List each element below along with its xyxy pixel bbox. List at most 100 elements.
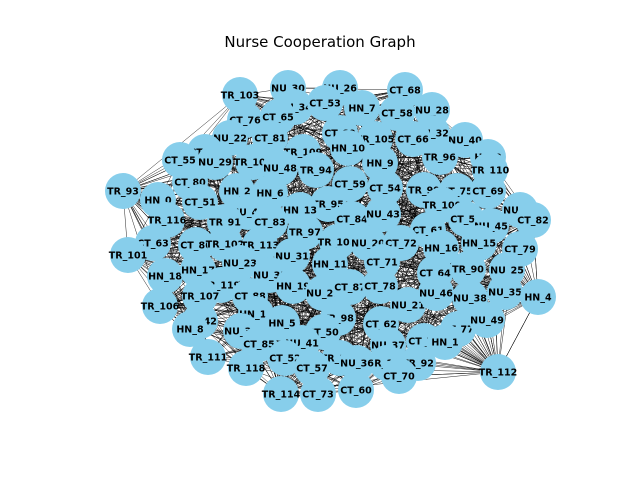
node-label: HN_5 [268, 319, 295, 330]
node-circle [197, 144, 233, 180]
node-label: HN_16 [424, 244, 458, 255]
node-label: CT_76 [229, 116, 261, 127]
node-circle [235, 144, 271, 180]
node-circle [307, 85, 343, 121]
node-label: TR_108 [234, 158, 273, 169]
node-circle [379, 95, 415, 131]
graph-node: HN_8 [172, 311, 208, 347]
node-label: CT_73 [302, 390, 333, 401]
node-circle [110, 237, 146, 273]
node-label: NU_29 [198, 158, 232, 169]
node-label: TR_91 [209, 218, 241, 229]
node-label: HN_18 [148, 272, 182, 283]
node-label: HN_1 [431, 338, 458, 349]
node-label: HN_10 [331, 144, 365, 155]
node-label: TR_105 [356, 135, 394, 146]
node-circle [470, 173, 506, 209]
node-label: NU_46 [419, 289, 453, 300]
node-circle [469, 302, 505, 338]
node-circle [182, 278, 218, 314]
node-label: TR_103 [221, 91, 259, 102]
graph-node: CT_51 [182, 184, 218, 220]
graph-node: CT_66 [395, 121, 431, 157]
node-label: TR_98 [322, 314, 354, 325]
node-circle [263, 376, 299, 412]
node-label: CT_79 [504, 245, 535, 256]
node-circle [267, 340, 303, 376]
node-label: CT_54 [369, 184, 401, 195]
node-label: TR_113 [241, 241, 279, 252]
graph-node: TR_114 [262, 376, 301, 412]
graph-node: HN_7 [344, 90, 380, 126]
graph-node: CT_52 [267, 340, 303, 376]
node-label: TR_106 [141, 302, 180, 313]
node-label: TR_93 [107, 187, 139, 198]
node-label: CT_66 [397, 135, 429, 146]
node-label: CT_55 [164, 156, 195, 167]
graph-node: CT_87 [332, 269, 368, 305]
node-label: HN_6 [256, 189, 284, 200]
node-label: CT_53 [309, 99, 340, 110]
node-label: CT_56 [450, 215, 482, 226]
node-label: NU_27 [306, 289, 340, 300]
node-label: CT_74 [408, 337, 440, 348]
node-label: CT_84 [336, 215, 368, 226]
node-label: NU_20 [351, 239, 385, 250]
node-label: CT_58 [381, 109, 413, 120]
node-label: CT_71 [366, 258, 397, 269]
node-label: CT_60 [340, 386, 372, 397]
node-label: CT_81 [254, 134, 285, 145]
node-label: CT_83 [254, 218, 285, 229]
graph-node: NU_43 [365, 196, 401, 232]
node-label: TR_112 [479, 368, 517, 379]
graph-node: TR_90 [450, 251, 486, 287]
graph-node: NU_29 [197, 144, 233, 180]
node-label: CT_52 [269, 354, 300, 365]
node-label: HN_4 [524, 293, 552, 304]
graph-node: TR_111 [189, 339, 227, 375]
graph-node: NU_21 [390, 287, 426, 323]
node-label: TR_114 [262, 390, 301, 401]
node-label: TR_101 [109, 251, 147, 262]
node-label: NU_43 [366, 210, 400, 221]
graph-node: NU_49 [469, 302, 505, 338]
graph-node: CT_70 [381, 358, 417, 394]
node-label: NU_40 [448, 136, 482, 147]
graph-node: CT_60 [338, 372, 374, 408]
node-circle [450, 251, 486, 287]
node-circle [390, 287, 426, 323]
node-label: TR_95 [312, 200, 344, 211]
node-label: NU_45 [474, 222, 508, 233]
node-circle [515, 202, 551, 238]
graph-node: NU_46 [418, 275, 454, 311]
graph-node: CT_69 [470, 173, 506, 209]
graph-node: CT_53 [307, 85, 343, 121]
node-label: TR_111 [189, 353, 227, 364]
node-label: HN_13 [283, 206, 317, 217]
node-label: CT_57 [296, 364, 327, 375]
node-label: CT_64 [419, 269, 451, 280]
graph-node: TR_101 [109, 237, 147, 273]
node-label: CT_86 [180, 241, 212, 252]
node-circle [332, 269, 368, 305]
node-label: TR_118 [227, 364, 266, 375]
node-label: CT_82 [517, 216, 548, 227]
graph-node: TR_96 [422, 139, 458, 175]
node-label: CT_59 [334, 180, 365, 191]
node-circle [395, 121, 431, 157]
node-label: NU_33 [253, 271, 287, 282]
graph-node: TR_108 [234, 144, 273, 180]
graph-node: TR_94 [298, 152, 334, 188]
node-label: TR_99 [408, 186, 440, 197]
node-label: TR_92 [402, 359, 434, 370]
graph-node: CT_73 [300, 376, 336, 412]
node-label: NU_39 [224, 327, 258, 338]
node-label: NU_34 [278, 103, 312, 114]
node-circle [427, 324, 463, 360]
node-label: NU_48 [263, 164, 297, 175]
node-circle [418, 275, 454, 311]
graph-node: CT_58 [379, 95, 415, 131]
node-label: NU_44 [231, 208, 265, 219]
node-circle [275, 268, 311, 304]
